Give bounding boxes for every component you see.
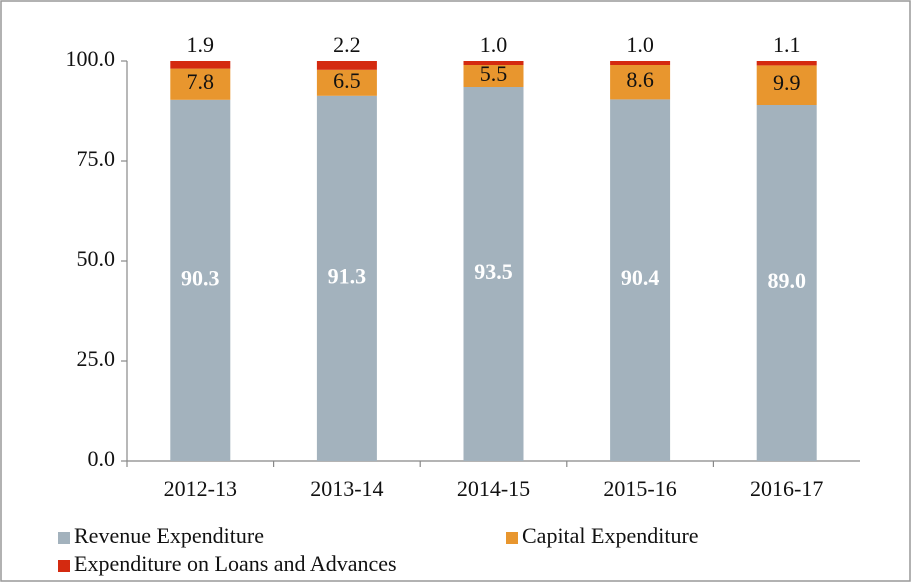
bar-segment: [463, 65, 524, 87]
y-tick-label: 75.0: [77, 146, 116, 171]
data-label: 1.1: [773, 32, 801, 57]
data-label: 6.5: [333, 68, 361, 93]
legend-swatch: [506, 532, 518, 544]
data-label: 5.5: [480, 61, 508, 86]
x-tick-label: 2012-13: [164, 476, 237, 501]
legend-label: Expenditure on Loans and Advances: [74, 551, 397, 576]
data-label: 91.3: [328, 263, 367, 288]
data-label: 93.5: [474, 259, 513, 284]
data-label: 1.9: [187, 32, 215, 57]
data-label: 1.0: [480, 32, 508, 57]
data-label: 7.8: [187, 69, 215, 94]
bar-segment: [610, 65, 671, 100]
legend-label: Capital Expenditure: [522, 523, 699, 548]
bar-segment: [463, 61, 524, 65]
bar-segment: [463, 87, 524, 461]
y-tick-label: 25.0: [77, 346, 116, 371]
data-label: 9.9: [773, 70, 801, 95]
bar-segment: [170, 61, 231, 69]
x-tick-label: 2016-17: [750, 476, 823, 501]
x-tick-label: 2014-15: [457, 476, 530, 501]
x-tick-label: 2015-16: [603, 476, 676, 501]
y-tick-label: 100.0: [66, 46, 116, 71]
legend-swatch: [58, 532, 70, 544]
legend-swatch: [58, 560, 70, 572]
data-label: 1.0: [626, 32, 654, 57]
data-label: 89.0: [767, 268, 806, 293]
legend-label: Revenue Expenditure: [74, 523, 264, 548]
bar-segment: [316, 95, 377, 462]
data-label: 2.2: [333, 32, 361, 57]
bar-segment: [170, 68, 231, 100]
bar-segment: [316, 61, 377, 70]
bar-segment: [756, 105, 817, 461]
x-tick-label: 2013-14: [310, 476, 383, 501]
y-tick-label: 0.0: [88, 446, 116, 471]
bar-segment: [610, 99, 671, 462]
y-tick-label: 50.0: [77, 246, 116, 271]
bar-segment: [610, 61, 671, 65]
bar-segment: [756, 65, 817, 105]
data-label: 90.3: [181, 265, 220, 290]
bar-segment: [316, 69, 377, 96]
bar-segment: [756, 61, 817, 66]
bar-segment: [170, 99, 231, 462]
data-label: 8.6: [626, 67, 654, 92]
data-label: 90.4: [621, 265, 660, 290]
